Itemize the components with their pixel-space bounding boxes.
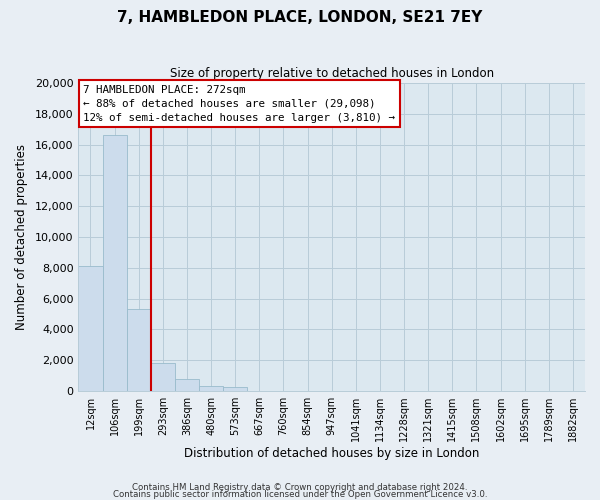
Text: Contains public sector information licensed under the Open Government Licence v3: Contains public sector information licen… bbox=[113, 490, 487, 499]
Bar bbox=[79, 266, 103, 391]
Text: 7 HAMBLEDON PLACE: 272sqm
← 88% of detached houses are smaller (29,098)
12% of s: 7 HAMBLEDON PLACE: 272sqm ← 88% of detac… bbox=[83, 84, 395, 122]
Bar bbox=[175, 379, 199, 391]
Text: 7, HAMBLEDON PLACE, LONDON, SE21 7EY: 7, HAMBLEDON PLACE, LONDON, SE21 7EY bbox=[118, 10, 482, 25]
Bar bbox=[151, 362, 175, 391]
Bar bbox=[199, 386, 223, 391]
Y-axis label: Number of detached properties: Number of detached properties bbox=[15, 144, 28, 330]
Title: Size of property relative to detached houses in London: Size of property relative to detached ho… bbox=[170, 68, 494, 80]
X-axis label: Distribution of detached houses by size in London: Distribution of detached houses by size … bbox=[184, 447, 479, 460]
Bar bbox=[223, 387, 247, 391]
Bar bbox=[103, 136, 127, 391]
Bar bbox=[127, 310, 151, 391]
Text: Contains HM Land Registry data © Crown copyright and database right 2024.: Contains HM Land Registry data © Crown c… bbox=[132, 484, 468, 492]
